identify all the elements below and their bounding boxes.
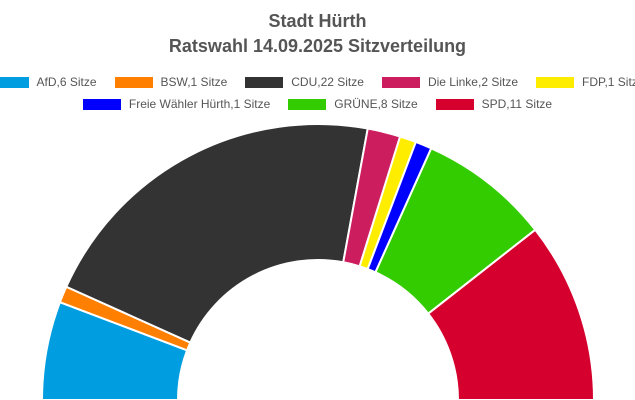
legend-swatch-bsw bbox=[114, 76, 153, 88]
legend-item-die-linke[interactable]: Die Linke,2 Sitze bbox=[381, 75, 518, 89]
legend-swatch-fdp bbox=[536, 76, 574, 88]
legend-item-bsw[interactable]: BSW,1 Sitze bbox=[114, 75, 228, 89]
legend-row-1: AfD,6 Sitze BSW,1 Sitze CDU,22 Sitze Die… bbox=[0, 75, 635, 89]
legend-item-spd[interactable]: SPD,11 Sitze bbox=[435, 97, 553, 111]
legend-label-gruene: GRÜNE,8 Sitze bbox=[334, 97, 418, 111]
legend-label-cdu: CDU,22 Sitze bbox=[291, 75, 364, 89]
legend-item-gruene[interactable]: GRÜNE,8 Sitze bbox=[288, 97, 418, 111]
legend-label-spd: SPD,11 Sitze bbox=[481, 97, 553, 111]
chart-title: Stadt Hürth bbox=[268, 11, 367, 31]
legend-row-2: Freie Wähler Hürth,1 Sitze GRÜNE,8 Sitze… bbox=[0, 97, 635, 111]
legend-swatch-afd bbox=[0, 76, 29, 88]
legend-swatch-cdu bbox=[245, 76, 284, 88]
legend-item-fdp[interactable]: FDP,1 Sitze bbox=[536, 75, 635, 89]
legend-label-freie-waehler: Freie Wähler Hürth,1 Sitze bbox=[128, 97, 271, 111]
slice-cdu[interactable] bbox=[64, 123, 369, 344]
legend-label-afd: AfD,6 Sitze bbox=[36, 75, 97, 89]
legend-item-cdu[interactable]: CDU,22 Sitze bbox=[245, 75, 364, 89]
legend-item-afd[interactable]: AfD,6 Sitze bbox=[0, 75, 97, 89]
legend-swatch-gruene bbox=[288, 98, 327, 110]
legend-swatch-die-linke bbox=[381, 76, 420, 88]
legend-label-bsw: BSW,1 Sitze bbox=[160, 75, 228, 89]
legend-swatch-spd bbox=[435, 98, 474, 110]
legend-swatch-freie-waehler bbox=[82, 98, 121, 110]
chart-subtitle: Ratswahl 14.09.2025 Sitzverteilung bbox=[168, 36, 467, 56]
legend-label-fdp: FDP,1 Sitze bbox=[582, 75, 635, 89]
chart-slices bbox=[40, 123, 596, 400]
legend-label-die-linke: Die Linke,2 Sitze bbox=[427, 75, 518, 89]
legend-item-freie-waehler[interactable]: Freie Wähler Hürth,1 Sitze bbox=[82, 97, 271, 111]
